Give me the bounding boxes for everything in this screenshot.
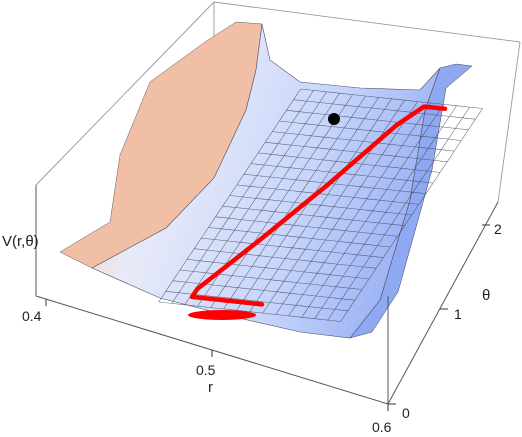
mesh-line-theta bbox=[236, 184, 419, 205]
valley-floor bbox=[91, 23, 441, 339]
trajectory-start-blob bbox=[188, 310, 256, 320]
trajectory-line bbox=[189, 104, 448, 307]
mesh-line-theta bbox=[158, 301, 341, 322]
y-tick-label: 2 bbox=[494, 221, 502, 237]
mesh-line-theta bbox=[229, 195, 412, 216]
mesh-line-theta bbox=[201, 237, 384, 258]
endpoint-marker bbox=[328, 113, 340, 125]
mesh-line-theta bbox=[272, 131, 455, 152]
mesh-line-theta bbox=[279, 120, 462, 141]
y-axis-label: θ bbox=[482, 287, 490, 304]
mesh-line-theta bbox=[300, 88, 483, 109]
x-tick-label: 0.5 bbox=[196, 362, 216, 378]
x-tick-label: 0.4 bbox=[22, 308, 42, 324]
mesh-line-theta bbox=[243, 173, 426, 194]
mesh-line-theta bbox=[187, 259, 370, 280]
mesh-line-theta bbox=[208, 227, 391, 248]
surface bbox=[59, 21, 473, 339]
mesh-line-theta bbox=[179, 269, 363, 290]
y-tick-label: 1 bbox=[454, 306, 462, 322]
mesh-line-theta bbox=[258, 152, 441, 173]
y-tick-label: 0 bbox=[402, 405, 410, 421]
x-tick-label: 0.6 bbox=[372, 419, 392, 435]
mesh-line-theta bbox=[286, 110, 469, 131]
mesh-line-theta bbox=[222, 205, 405, 226]
mesh-line-theta bbox=[194, 248, 377, 269]
x-axis-label: r bbox=[208, 379, 213, 396]
mesh-line-theta bbox=[215, 216, 398, 237]
z-axis-label: V(r,θ) bbox=[2, 233, 39, 250]
mesh-line-theta bbox=[293, 99, 476, 120]
mesh-line-theta bbox=[265, 142, 448, 163]
